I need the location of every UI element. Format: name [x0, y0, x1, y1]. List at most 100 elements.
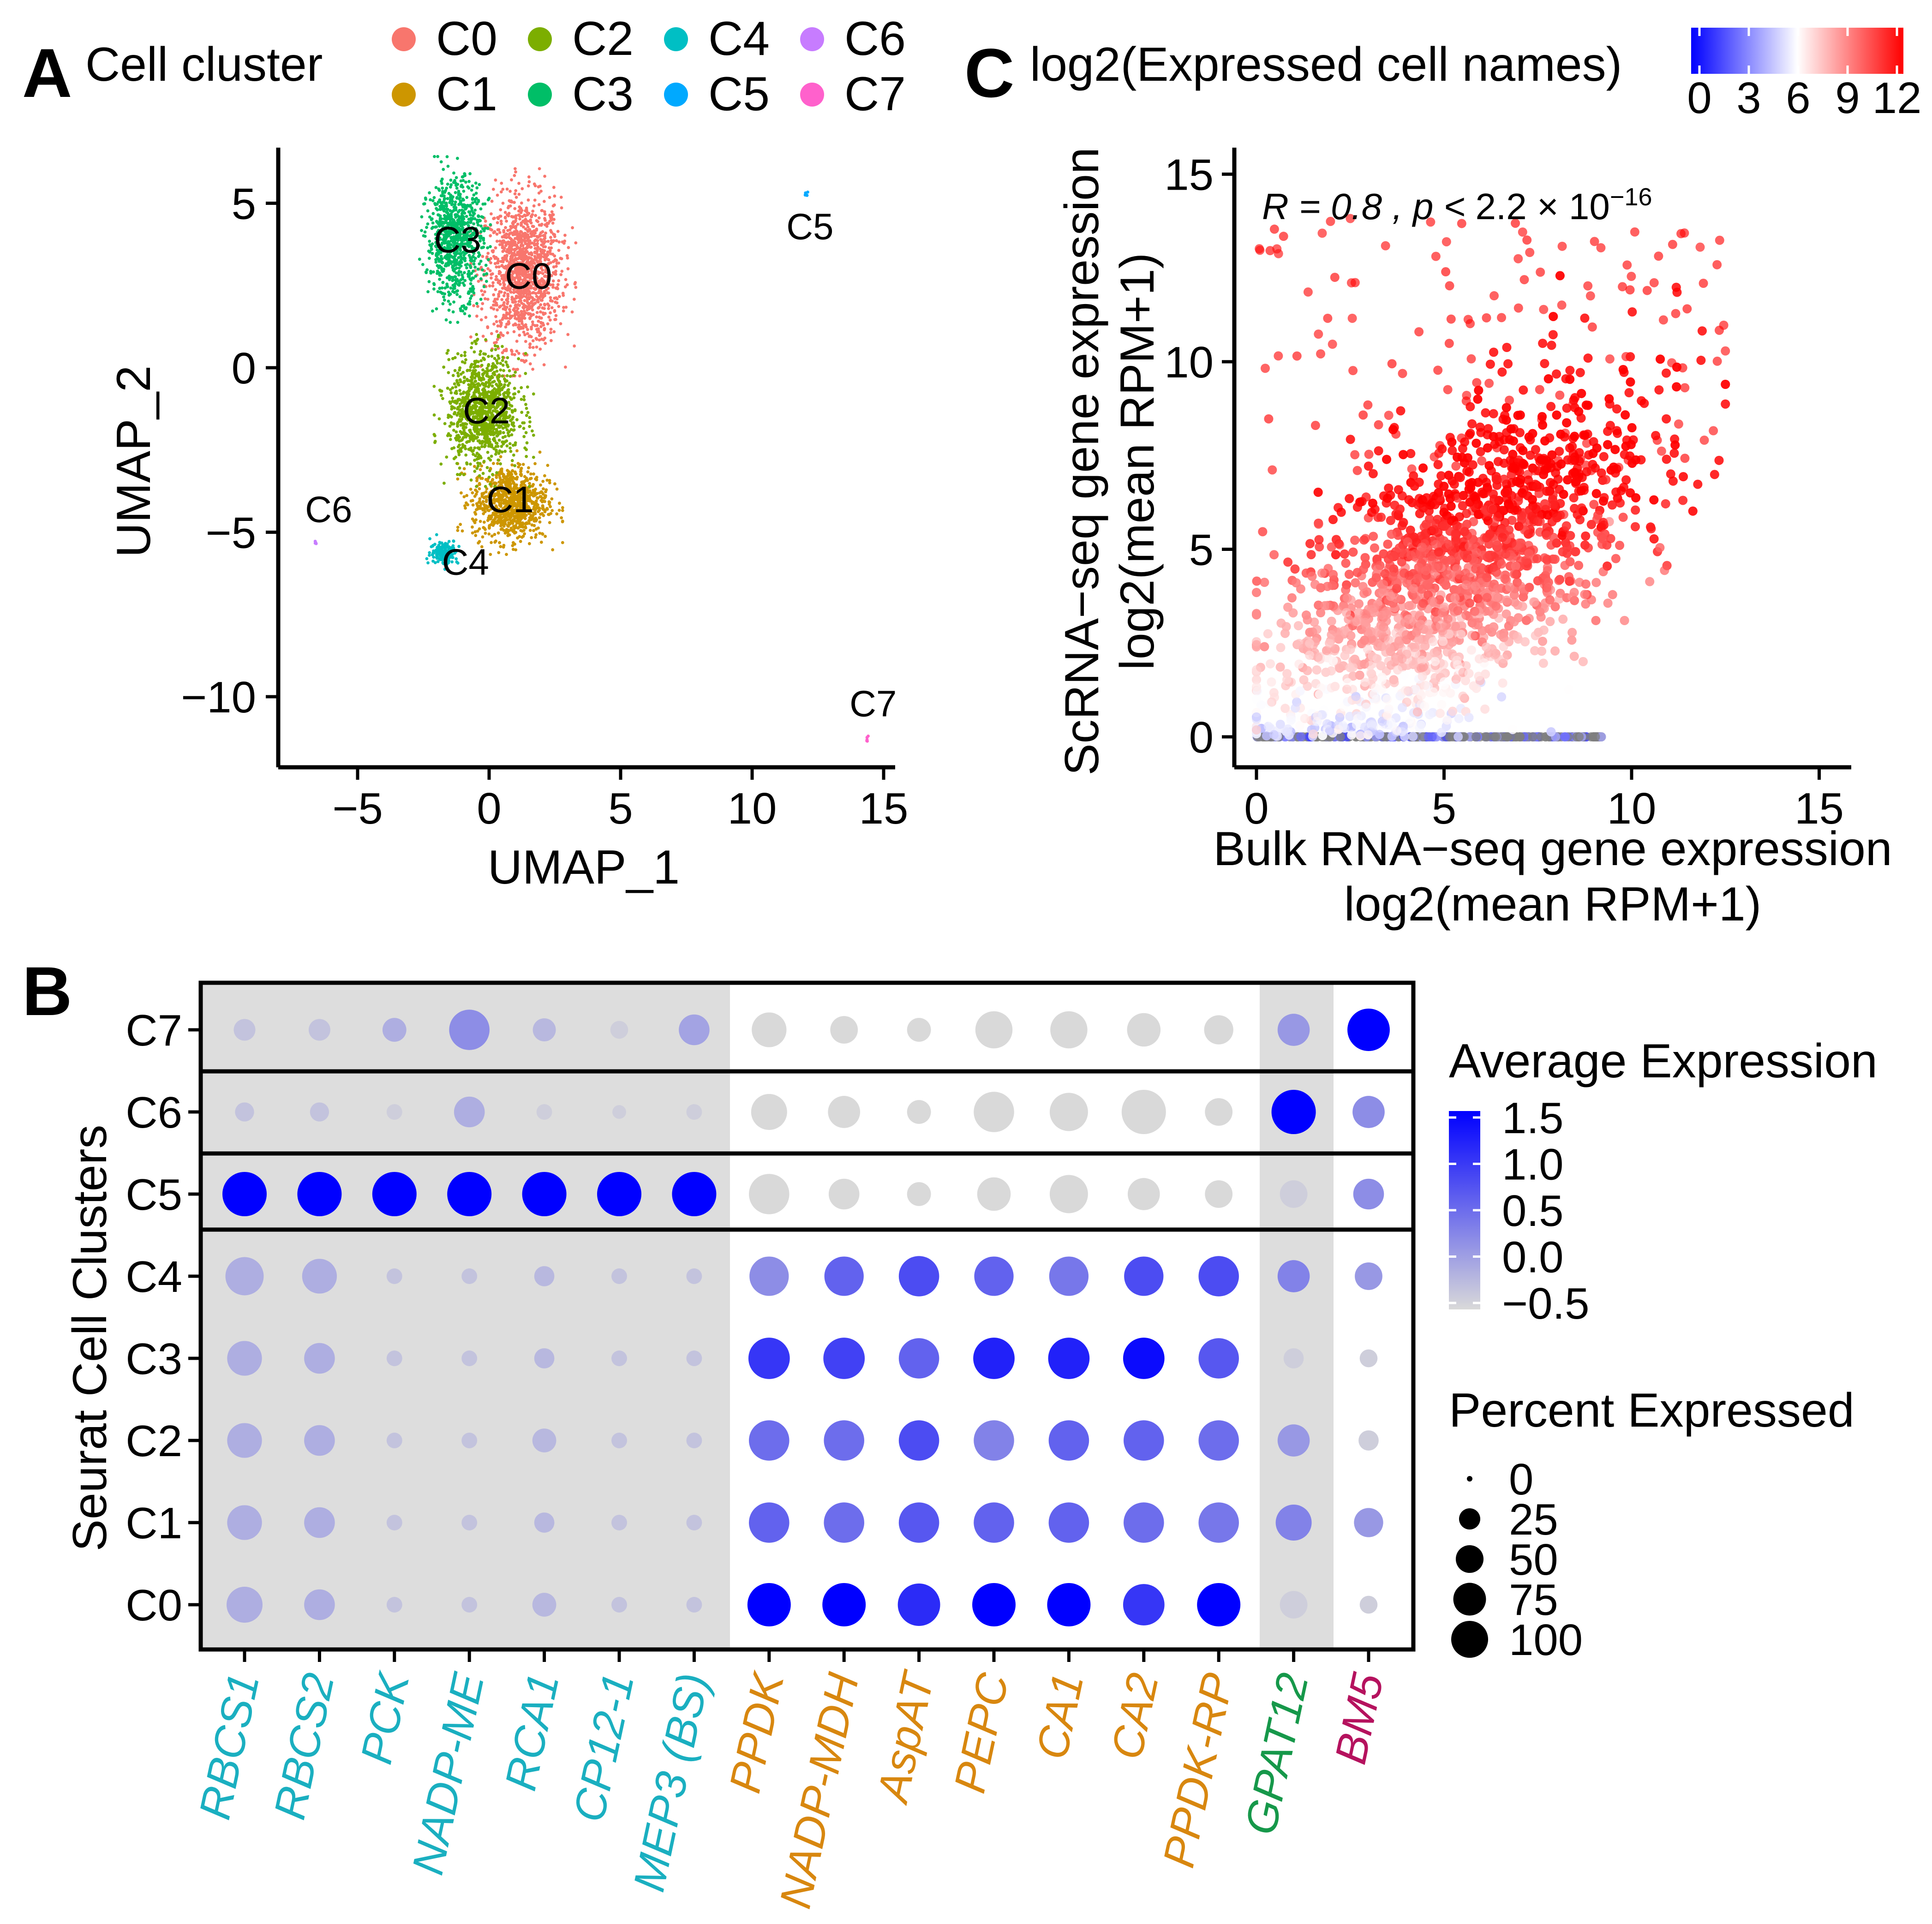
umap-point [473, 265, 477, 269]
umap-point [463, 312, 467, 316]
scatter-zero-point [1491, 732, 1501, 741]
umap-point [555, 297, 559, 301]
scatter-point [1276, 643, 1286, 652]
umap-point [547, 304, 550, 307]
umap-point [522, 330, 526, 334]
umap-point [537, 191, 541, 195]
umap-point [498, 231, 502, 234]
umap-point [527, 542, 531, 545]
umap-point [526, 198, 530, 202]
umap-point [480, 289, 484, 293]
umap-point [481, 268, 484, 272]
umap-point [462, 467, 466, 471]
umap-point [459, 447, 463, 450]
umap-point [537, 319, 540, 323]
umap-point [475, 186, 479, 190]
umap-point [441, 302, 445, 305]
umap-point [489, 433, 493, 436]
umap-point [524, 403, 527, 406]
umap-point [480, 364, 484, 367]
umap-point [449, 196, 452, 199]
umap-point [460, 354, 463, 357]
umap-point [441, 397, 444, 400]
umap-point [521, 219, 525, 223]
umap-point [479, 502, 483, 506]
umap-point [541, 230, 544, 233]
umap-point [489, 553, 492, 556]
umap-point [456, 477, 460, 481]
umap-point [562, 293, 565, 297]
umap-point [549, 328, 553, 331]
umap-point [456, 371, 460, 375]
umap-point [533, 184, 537, 188]
umap-point [561, 541, 564, 544]
umap-point [485, 372, 489, 376]
umap-point [557, 295, 561, 299]
umap-point [476, 507, 479, 511]
umap-point [524, 372, 527, 375]
umap-point [506, 297, 509, 301]
umap-point [427, 280, 431, 283]
umap-point [426, 561, 430, 565]
umap-point [559, 257, 562, 260]
scatter-point [1709, 426, 1718, 436]
umap-point [458, 402, 462, 406]
umap-point [433, 202, 437, 205]
umap-point [473, 521, 477, 525]
umap-point [491, 284, 495, 288]
umap-point [499, 545, 502, 549]
umap-point [549, 311, 552, 315]
umap-point [455, 293, 459, 296]
umap-point [530, 429, 534, 433]
umap-point [534, 499, 538, 503]
umap-point [443, 481, 446, 485]
umap-point [473, 465, 476, 468]
umap-point [519, 230, 523, 233]
umap-label-c0: C0 [505, 255, 552, 296]
umap-point [467, 290, 471, 293]
umap-point [513, 248, 517, 252]
umap-point [502, 369, 505, 372]
umap-point [474, 488, 477, 492]
umap-point [493, 303, 497, 307]
umap-point [543, 174, 546, 178]
umap-point [468, 379, 472, 382]
umap-point [495, 275, 498, 278]
umap-point [559, 196, 563, 199]
umap-point [464, 207, 467, 211]
umap-point [499, 368, 502, 372]
umap-point [481, 215, 484, 219]
umap-point [502, 544, 506, 547]
umap-point [554, 314, 558, 317]
umap-point [499, 455, 502, 459]
umap-x-axis-title: UMAP_1 [488, 841, 680, 894]
umap-point [533, 301, 537, 305]
umap-point [490, 332, 493, 335]
umap-point [514, 526, 518, 529]
umap-point [516, 251, 520, 254]
umap-point [482, 520, 486, 524]
umap-point [496, 378, 500, 382]
legend-label-c6: C6 [844, 12, 906, 66]
umap-point [563, 239, 567, 243]
umap-point [512, 330, 516, 334]
umap-point [865, 739, 868, 743]
umap-point [443, 298, 446, 302]
umap-point [475, 333, 479, 336]
umap-point [546, 322, 550, 326]
umap-point [517, 181, 520, 185]
umap-point [482, 496, 486, 500]
umap-point [474, 275, 478, 278]
umap-point [449, 321, 452, 324]
umap-point [455, 156, 459, 160]
umap-point [474, 518, 478, 522]
umap-point [526, 230, 530, 233]
umap-point [531, 213, 534, 216]
umap-point [555, 264, 558, 268]
umap-point [487, 475, 491, 479]
umap-point [526, 184, 530, 188]
umap-point [503, 215, 507, 219]
umap-point [528, 346, 532, 349]
umap-point [452, 429, 455, 432]
umap-point [513, 409, 517, 412]
